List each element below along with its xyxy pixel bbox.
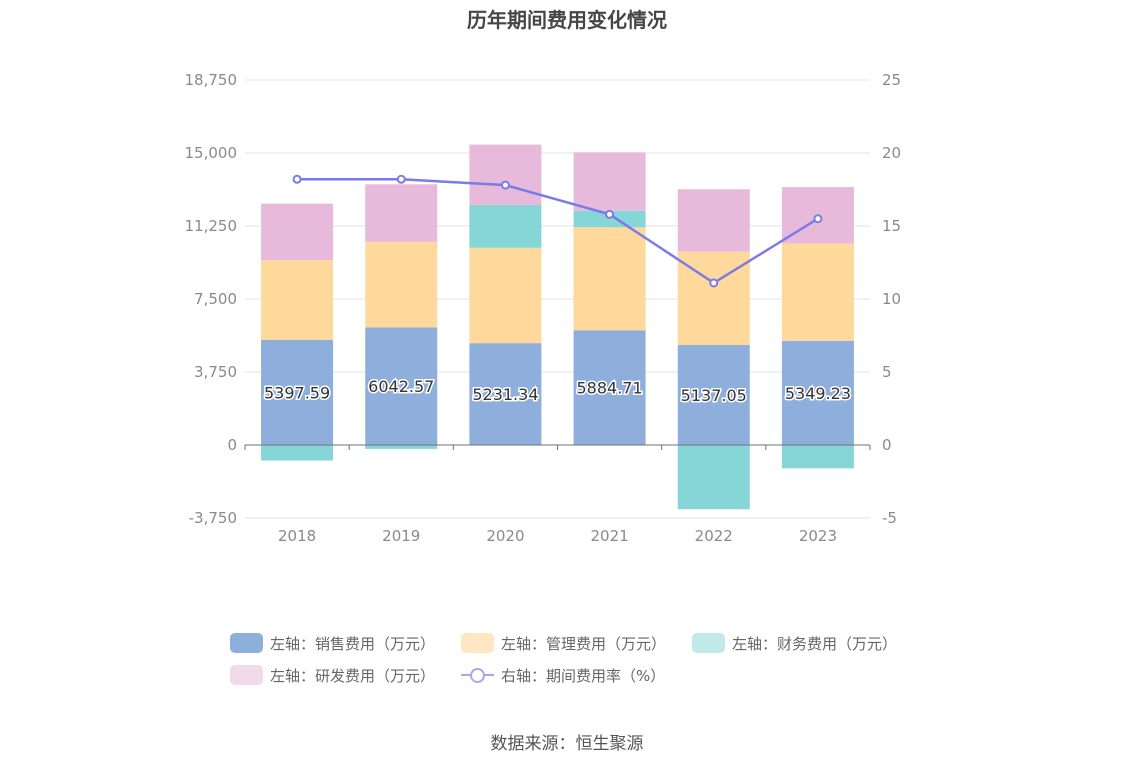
left-tick-label: 7,500 (194, 290, 237, 308)
bar-segment (573, 210, 646, 228)
bar-segment (365, 327, 438, 445)
x-tick-label: 2022 (695, 527, 733, 545)
bar-segment (261, 445, 334, 461)
bar-segment (365, 241, 438, 328)
rate-point (605, 209, 615, 219)
legend-swatch-rate (461, 665, 495, 685)
data-label: 5231.34 (472, 385, 538, 404)
rate-point (500, 180, 510, 190)
right-tick-label: 25 (882, 71, 901, 89)
legend-label-admin: 左轴：管理费用（万元） (501, 634, 667, 653)
legend-swatch-admin (461, 633, 495, 653)
left-tick-label: 18,750 (185, 71, 238, 89)
legend-row-2: 左轴：研发费用（万元） 右轴：期间费用率（%） (230, 664, 930, 686)
left-tick-label: 0 (227, 436, 237, 454)
right-tick-label: 5 (882, 363, 892, 381)
bar-segment (573, 152, 646, 211)
right-tick-label: 15 (882, 217, 901, 235)
bar-segment (365, 184, 438, 242)
legend-row-1: 左轴：销售费用（万元） 左轴：管理费用（万元） 左轴：财务费用（万元） (230, 632, 930, 654)
chart-legend: 左轴：销售费用（万元） 左轴：管理费用（万元） 左轴：财务费用（万元） 左轴：研… (230, 632, 930, 696)
rate-line (297, 178, 819, 285)
rate-point (292, 174, 302, 184)
data-label: 5884.71 (576, 379, 642, 398)
left-tick-label: -3,750 (189, 509, 237, 527)
data-label: 5397.59 (264, 383, 330, 402)
data-label: 5137.05 (681, 386, 747, 405)
x-tick-label: 2020 (486, 527, 524, 545)
x-tick-label: 2023 (799, 527, 837, 545)
legend-item-sales[interactable]: 左轴：销售费用（万元） (230, 633, 435, 654)
rate-point (813, 214, 823, 224)
right-tick-label: 10 (882, 290, 901, 308)
bar-segment (677, 189, 750, 252)
legend-item-admin[interactable]: 左轴：管理费用（万元） (461, 633, 666, 654)
bar-segment (781, 243, 854, 341)
x-tick-label: 2019 (382, 527, 420, 545)
left-tick-label: 11,250 (185, 217, 238, 235)
bar-segment (261, 260, 334, 340)
right-tick-label: -5 (882, 509, 897, 527)
bar-segment (261, 203, 334, 261)
legend-label-finance: 左轴：财务费用（万元） (732, 634, 898, 653)
legend-swatch-rnd (230, 665, 263, 685)
legend-label-rate: 右轴：期间费用率（%） (501, 666, 666, 685)
rate-point (396, 174, 406, 184)
legend-item-rate[interactable]: 右轴：期间费用率（%） (461, 665, 665, 686)
legend-item-finance[interactable]: 左轴：财务费用（万元） (692, 633, 897, 654)
x-tick-label: 2018 (278, 527, 316, 545)
chart-canvas: 18,750 25 15,000 20 11,250 15 7,500 10 3,750 5 0 0 -… (185, 71, 902, 545)
data-source: 数据来源：恒生聚源 (490, 734, 644, 754)
left-tick-label: 3,750 (194, 363, 237, 381)
left-tick-label: 15,000 (185, 144, 238, 162)
bar-segment (677, 344, 750, 445)
right-tick-label: 0 (882, 436, 892, 454)
data-label: 5349.23 (785, 384, 851, 403)
chart-title: 历年期间费用变化情况 (467, 8, 667, 32)
bar-segment (573, 227, 646, 331)
bar-segment (469, 204, 542, 248)
rate-point (709, 278, 719, 288)
legend-label-rnd: 左轴：研发费用（万元） (270, 666, 436, 685)
bar-segment (261, 339, 334, 445)
data-label: 6042.57 (368, 377, 434, 396)
bar-segment (781, 340, 854, 445)
bar-segment (469, 343, 542, 445)
legend-item-rnd[interactable]: 左轴：研发费用（万元） (230, 665, 435, 686)
right-tick-label: 20 (882, 144, 901, 162)
bar-segment (365, 445, 438, 449)
x-tick-label: 2021 (590, 527, 628, 545)
bar-segment (573, 330, 646, 445)
bar-segment (469, 144, 542, 205)
bar-segment (469, 247, 542, 344)
legend-swatch-sales (230, 633, 263, 653)
bar-segment (781, 445, 854, 469)
legend-swatch-finance (692, 633, 726, 653)
legend-label-sales: 左轴：销售费用（万元） (270, 634, 436, 653)
bar-segment (677, 445, 750, 510)
